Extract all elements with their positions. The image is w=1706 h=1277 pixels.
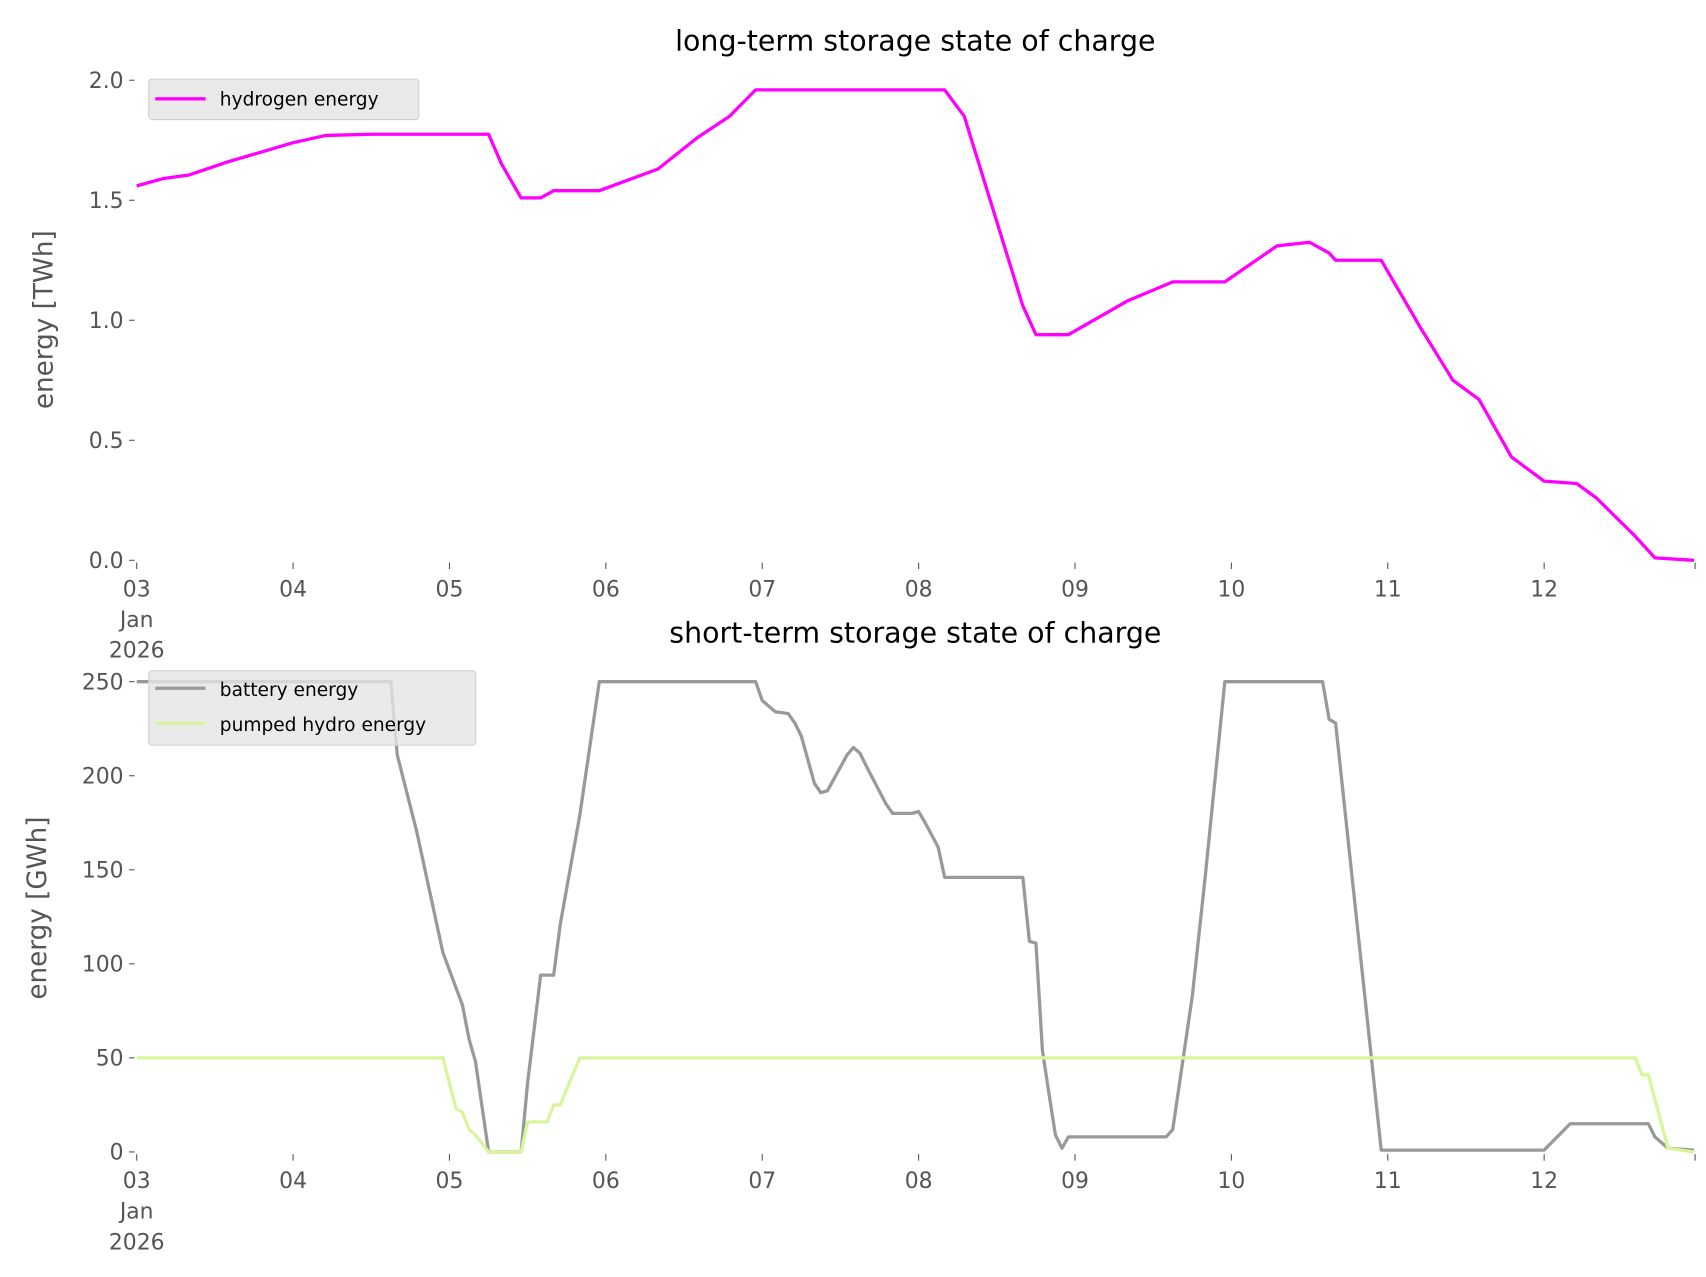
x-tick-label: 05	[436, 577, 464, 602]
x-tick-label: 08	[905, 577, 933, 602]
series-line-hydrogen-energy	[136, 88, 1695, 562]
series-group	[136, 88, 1695, 562]
y-tick-label: 50	[96, 1047, 124, 1072]
x-tick-label: 03 Jan 2026	[109, 1169, 165, 1255]
x-tick-label: 09	[1061, 1169, 1089, 1194]
x-tick-label: 06	[592, 577, 620, 602]
y-tick-label: 100	[82, 952, 124, 977]
x-tick-label: 09	[1061, 577, 1089, 602]
chart-title: long-term storage state of charge	[675, 25, 1155, 58]
axes-long-term: long-term storage state of charge energy…	[29, 25, 1696, 664]
y-tick-label: 0.5	[89, 429, 124, 454]
y-axis-label: energy [GWh]	[23, 817, 53, 1000]
series-line-battery-energy	[136, 680, 1695, 1154]
x-tick-label: 06	[592, 1169, 620, 1194]
x-tick-label: 04	[279, 577, 307, 602]
y-tick-label: 250	[82, 670, 124, 695]
x-tick-label: 12	[1530, 577, 1558, 602]
x-tick-label: 05	[436, 1169, 464, 1194]
chart-title: short-term storage state of charge	[669, 616, 1161, 649]
x-tick-label: 04	[279, 1169, 307, 1194]
x-tick-label: 11	[1374, 1169, 1402, 1194]
legend: hydrogen energy	[148, 78, 420, 121]
tick-group: 0.0 0.5 1.0 1.5 2.0 03 Jan 2026 04 05 06 07 08 09 10 11…	[89, 69, 1696, 664]
tick-group: 0 50 100 150 200 250 03 Jan 2026 04 05 06 07 08 09 10 11…	[82, 670, 1696, 1255]
x-tick-label: 10	[1217, 577, 1245, 602]
legend-label-hydrogen: hydrogen energy	[220, 89, 379, 110]
legend-label-pumped-hydro: pumped hydro energy	[220, 715, 426, 736]
y-tick-label: 1.0	[89, 309, 124, 334]
y-tick-label: 2.0	[89, 69, 124, 94]
y-tick-label: 0	[110, 1141, 124, 1166]
x-tick-label: 11	[1374, 577, 1402, 602]
x-tick-label: 12	[1530, 1169, 1558, 1194]
legend-label-battery: battery energy	[220, 680, 358, 701]
axes-short-term: short-term storage state of charge energ…	[23, 616, 1696, 1255]
legend-box	[148, 670, 477, 746]
x-tick-label: 10	[1217, 1169, 1245, 1194]
x-tick-label: 08	[905, 1169, 933, 1194]
y-tick-label: 0.0	[89, 549, 124, 574]
series-line-pumped-hydro-energy	[136, 1056, 1695, 1154]
series-group	[136, 680, 1695, 1154]
x-tick-label: 03 Jan 2026	[109, 577, 165, 663]
y-tick-label: 200	[82, 764, 124, 789]
legend-box	[148, 78, 420, 121]
y-tick-label: 1.5	[89, 189, 124, 214]
y-axis-label: energy [TWh]	[29, 230, 59, 409]
legend: battery energy pumped hydro energy	[148, 670, 477, 746]
y-tick-label: 150	[82, 858, 124, 883]
x-tick-label: 07	[748, 1169, 776, 1194]
x-tick-label: 07	[748, 577, 776, 602]
